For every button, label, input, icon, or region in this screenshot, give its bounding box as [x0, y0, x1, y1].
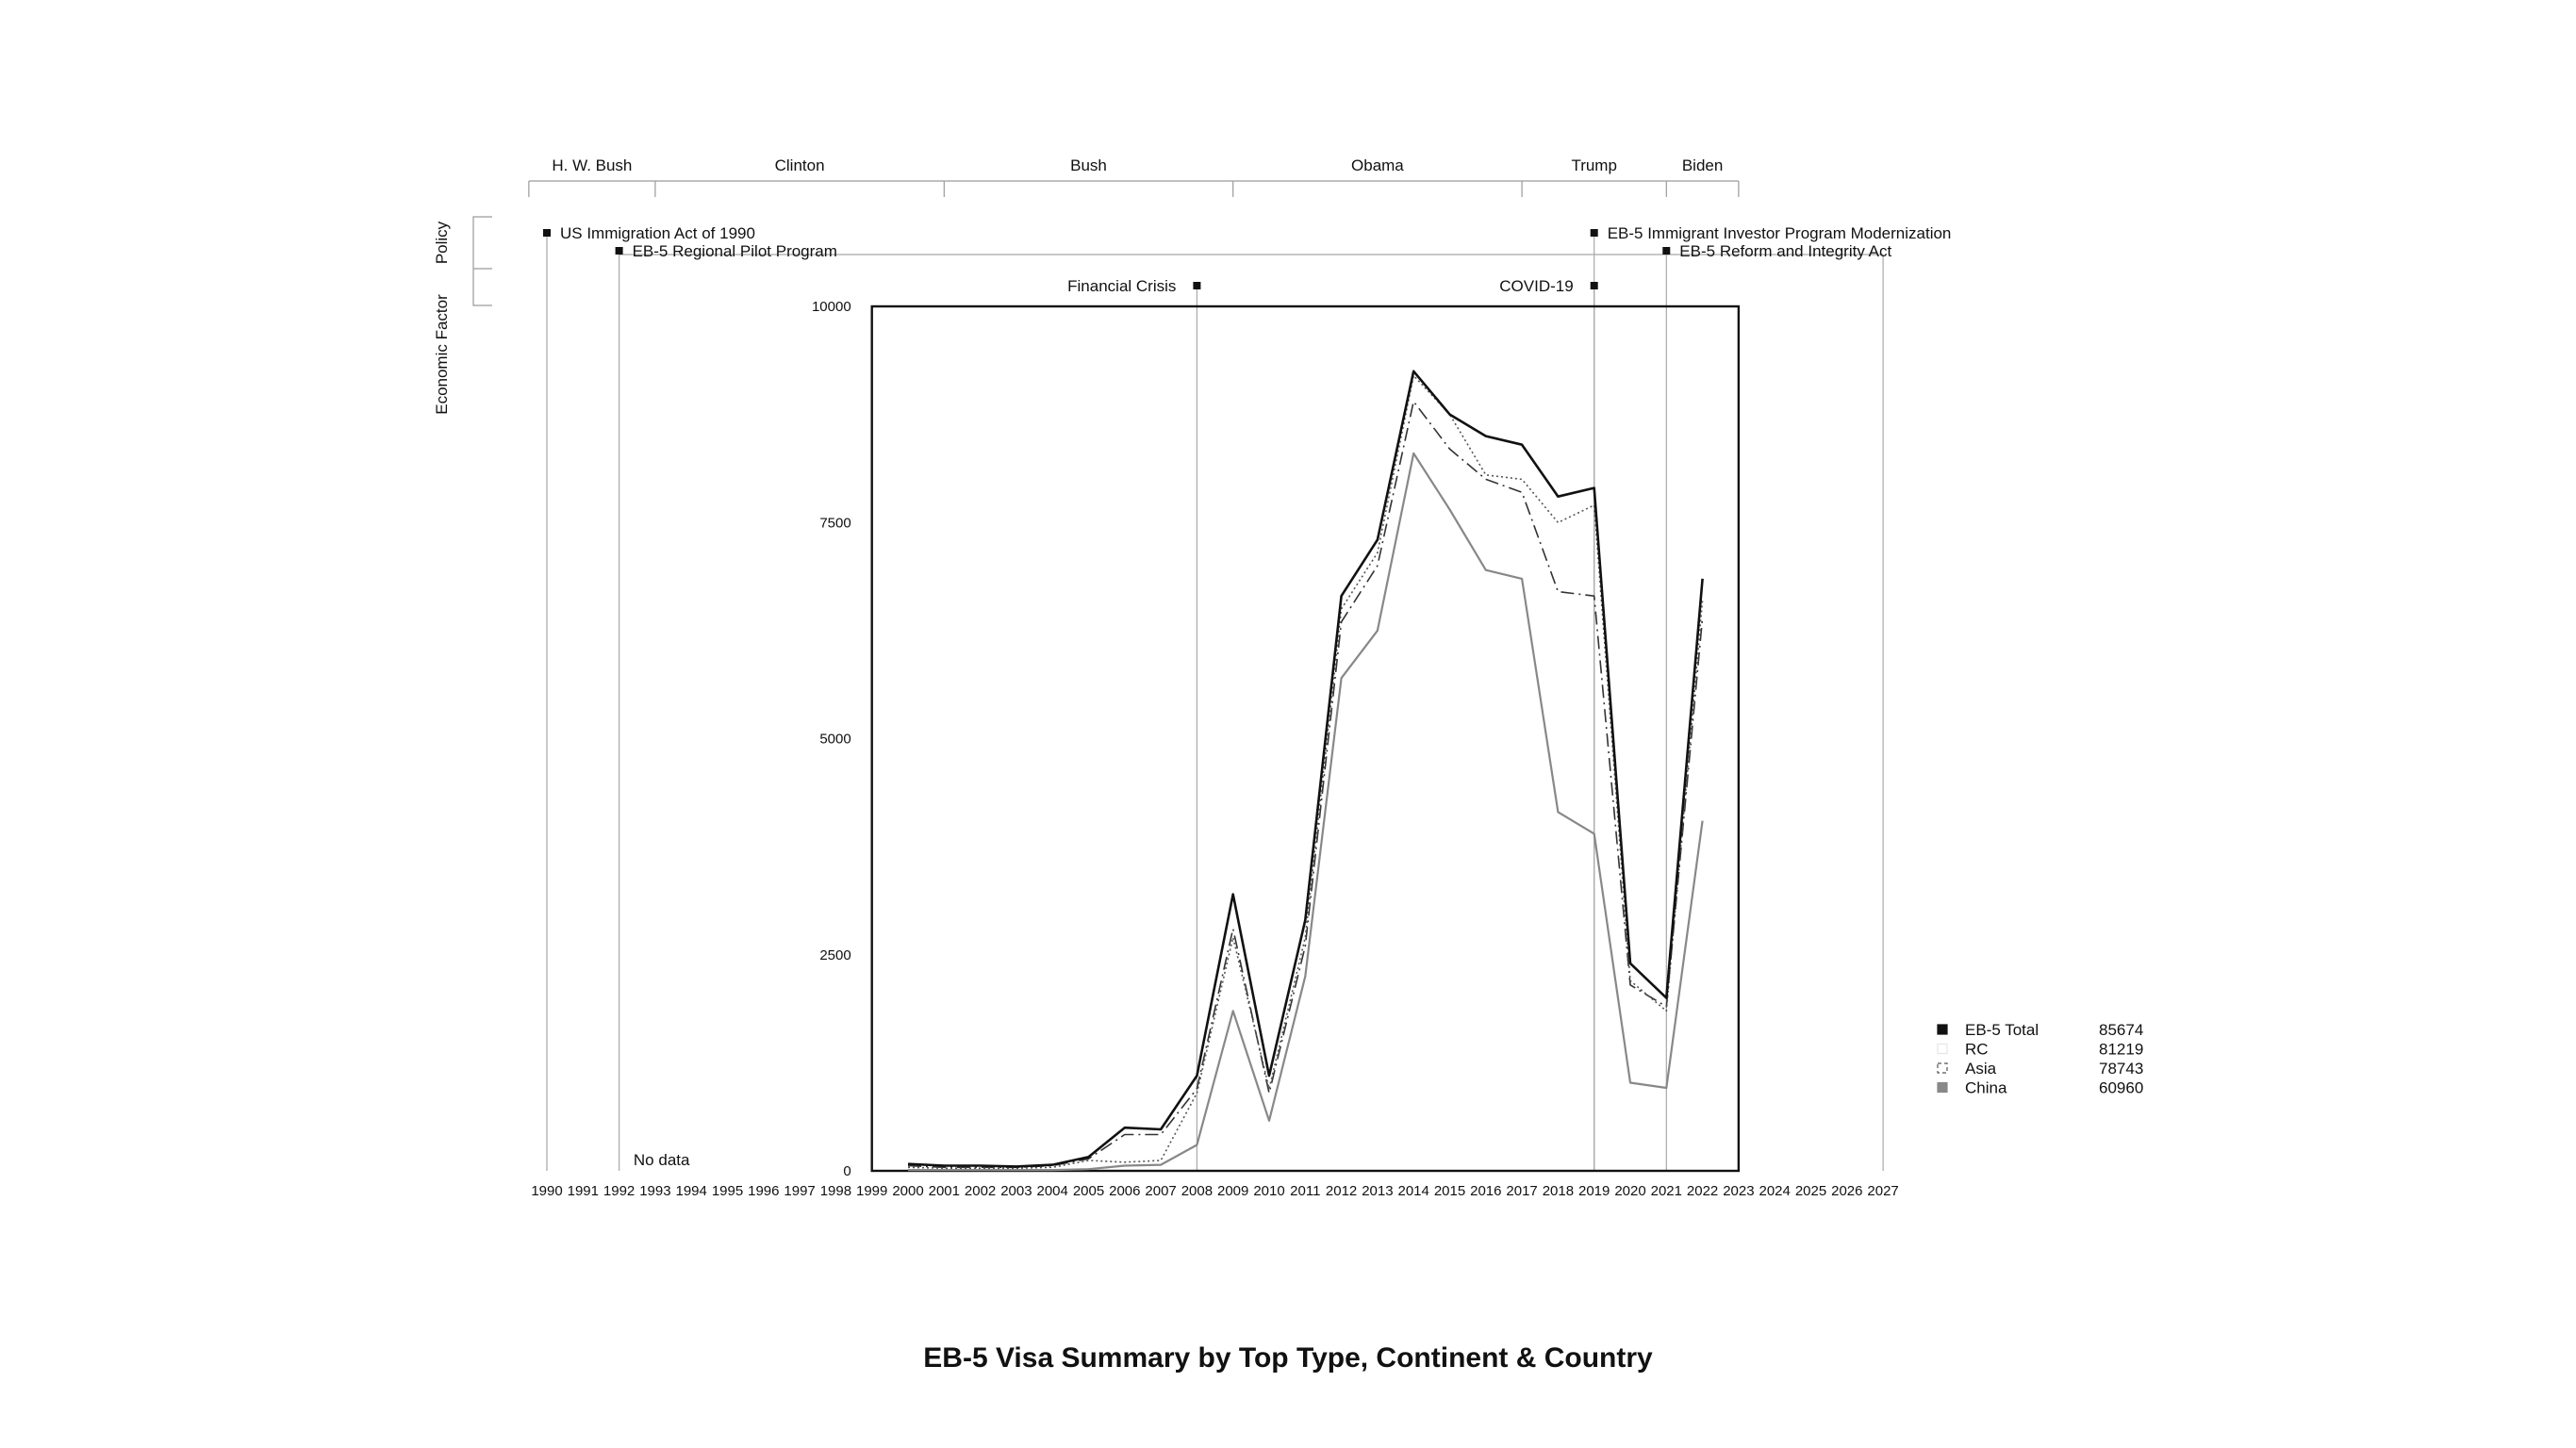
legend-label: China: [1965, 1079, 2007, 1097]
legend-swatch: [1937, 1081, 1948, 1094]
x-tick-label: 2012: [1326, 1183, 1357, 1199]
x-tick-label: 2021: [1651, 1183, 1682, 1199]
x-tick-label: 2007: [1145, 1183, 1176, 1199]
legend: EB-5 Total 85674 RC 81219 Asia 78743 China 6096…: [1937, 1021, 2143, 1097]
policy-event-marker: [543, 229, 551, 237]
president-label: Obama: [1351, 156, 1404, 174]
x-tick-label: 2002: [965, 1183, 996, 1199]
series-line-rc: [907, 374, 1704, 1169]
x-tick-label: 2013: [1362, 1183, 1393, 1199]
series-line-asia: [907, 401, 1704, 1169]
policy-event-label: EB-5 Immigrant Investor Program Moderniz…: [1608, 224, 1952, 242]
x-tick-label: 2008: [1181, 1183, 1213, 1199]
x-tick-label: 1998: [820, 1183, 851, 1199]
x-tick-label: 2017: [1506, 1183, 1537, 1199]
no-data-label: No data: [634, 1151, 690, 1169]
x-tick-label: 2006: [1109, 1183, 1140, 1199]
economic-row-label: Economic Factor: [433, 294, 451, 415]
legend-total: 85674: [2099, 1021, 2143, 1039]
x-axis-ticks: 1990 1991 1992 1993 1994 1995 1996 1997 1998 1999…: [531, 1183, 1898, 1199]
legend-total: 60960: [2099, 1079, 2143, 1097]
legend-swatch: [1937, 1043, 1948, 1055]
economic-event-marker: [1590, 282, 1598, 289]
president-label: H. W. Bush: [552, 156, 632, 174]
legend-swatch: [1937, 1062, 1948, 1074]
president-timeline: H. W. Bush Clinton Bush Obama Trump Biden: [528, 156, 1740, 197]
series-line-eb-5-total: [907, 370, 1704, 1168]
policy-event-marker: [1662, 247, 1671, 255]
policy-event-marker: [615, 247, 623, 255]
y-tick-label: 5000: [819, 732, 850, 748]
policy-row-label: Policy: [433, 221, 451, 264]
x-tick-label: 2026: [1831, 1183, 1862, 1199]
president-label: Clinton: [775, 156, 825, 174]
x-tick-label: 2014: [1398, 1183, 1429, 1199]
series-lines: [907, 370, 1704, 1172]
series-line-china: [908, 452, 1704, 1172]
x-tick-label: 1995: [712, 1183, 743, 1199]
legend-label: Asia: [1965, 1060, 1997, 1078]
x-tick-label: 2027: [1867, 1183, 1898, 1199]
x-tick-label: 1993: [639, 1183, 670, 1199]
x-tick-label: 2020: [1614, 1183, 1645, 1199]
president-label: Bush: [1070, 156, 1107, 174]
y-axis-ticks: 0 2500 5000 7500 10000: [812, 299, 851, 1179]
x-tick-label: 2003: [1000, 1183, 1032, 1199]
x-tick-label: 1999: [856, 1183, 887, 1199]
x-tick-label: 2009: [1217, 1183, 1248, 1199]
x-tick-label: 2011: [1290, 1183, 1320, 1199]
legend-total: 78743: [2099, 1060, 2143, 1078]
policy-event-label: EB-5 Reform and Integrity Act: [1679, 242, 1891, 260]
row-group-labels: Policy Economic Factor: [433, 216, 492, 415]
x-tick-label: 2025: [1795, 1183, 1826, 1199]
x-tick-label: 2015: [1434, 1183, 1465, 1199]
legend-total: 81219: [2099, 1041, 2143, 1059]
y-tick-label: 2500: [819, 947, 850, 963]
president-label: Biden: [1682, 156, 1723, 174]
x-tick-label: 2000: [892, 1183, 923, 1199]
policy-event-label: US Immigration Act of 1990: [560, 224, 755, 242]
x-tick-label: 2016: [1470, 1183, 1501, 1199]
policy-event-label: EB-5 Regional Pilot Program: [633, 242, 837, 260]
x-tick-label: 2001: [929, 1183, 960, 1199]
y-tick-label: 0: [843, 1163, 850, 1179]
row-group-bracket: [472, 216, 492, 306]
legend-label: EB-5 Total: [1965, 1021, 2039, 1039]
legend-label: RC: [1965, 1041, 1989, 1059]
plot-frame: [870, 304, 1741, 1173]
x-tick-label: 1992: [603, 1183, 635, 1199]
x-tick-label: 2019: [1578, 1183, 1610, 1199]
x-tick-label: 1991: [568, 1183, 599, 1199]
x-tick-label: 1996: [748, 1183, 779, 1199]
y-tick-label: 7500: [819, 515, 850, 531]
x-tick-label: 1990: [531, 1183, 562, 1199]
y-tick-label: 10000: [812, 299, 851, 315]
x-tick-label: 2022: [1687, 1183, 1718, 1199]
economic-event-label: COVID-19: [1499, 277, 1573, 295]
x-tick-label: 1994: [676, 1183, 707, 1199]
president-label: Trump: [1571, 156, 1617, 174]
chart-title: EB-5 Visa Summary by Top Type, Continent…: [923, 1342, 1653, 1374]
x-tick-label: 2004: [1037, 1183, 1068, 1199]
economic-event-label: Financial Crisis: [1067, 277, 1176, 295]
x-tick-label: 2018: [1543, 1183, 1574, 1199]
x-tick-label: 1997: [784, 1183, 815, 1199]
legend-swatch: [1937, 1024, 1948, 1035]
economic-event-marker: [1193, 282, 1201, 289]
x-tick-label: 2010: [1253, 1183, 1284, 1199]
policy-event-marker: [1590, 229, 1598, 237]
x-tick-label: 2024: [1759, 1183, 1791, 1199]
x-tick-label: 2005: [1073, 1183, 1104, 1199]
event-vertical-lines: [546, 233, 1884, 1171]
plot-area: No data: [634, 304, 1741, 1173]
x-tick-label: 2023: [1723, 1183, 1754, 1199]
